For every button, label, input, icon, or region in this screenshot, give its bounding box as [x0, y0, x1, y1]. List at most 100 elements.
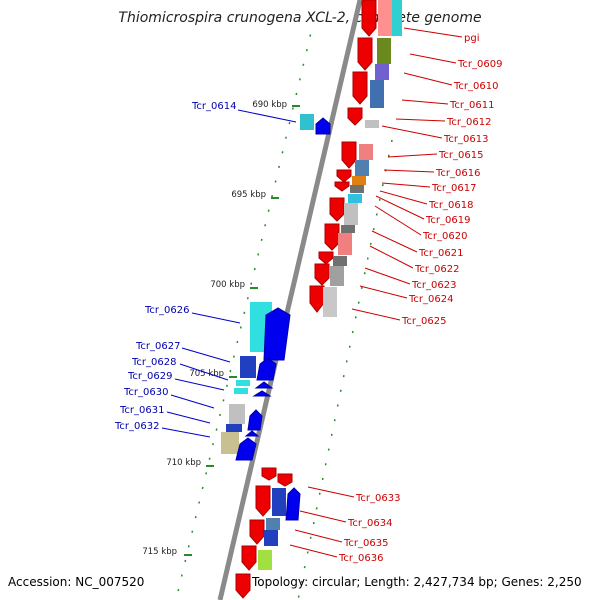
gene-arrow-tcr0610[interactable]: [352, 71, 368, 105]
cog-box-tcr0632: [221, 432, 239, 454]
cog-box-tcr0636: [258, 550, 272, 570]
gene-label-tcr0609[interactable]: Tcr_0609: [457, 59, 502, 70]
cog-box-tcr0623: [333, 256, 347, 266]
gene-arrow-tcr0617[interactable]: [334, 181, 350, 192]
cog-box-tcr0618: [350, 185, 364, 193]
left-gene-labels: Tcr_0614 Tcr_0626 Tcr_0627 Tcr_0628 Tcr_…: [114, 101, 236, 432]
gene-arrow-tcr0609[interactable]: [357, 37, 373, 71]
gene-label-tcr0625[interactable]: Tcr_0625: [401, 316, 446, 327]
scale-label-690: 690 kbp: [252, 100, 287, 110]
gene-arrow-tcr0620[interactable]: [324, 223, 340, 251]
cog-box-tcr0615: [359, 144, 373, 160]
cog-box-tcr0627: [240, 356, 256, 378]
cog-box-tcr0630: [229, 404, 245, 424]
gene-arrow-tcr0627[interactable]: [256, 357, 277, 381]
cog-box-pgi-2: [392, 0, 402, 36]
scale-label-700: 700 kbp: [210, 280, 245, 290]
gene-label-tcr0626[interactable]: Tcr_0626: [144, 305, 189, 316]
gene-arrow-tcr0631[interactable]: [244, 430, 260, 437]
gene-label-tcr0611[interactable]: Tcr_0611: [449, 100, 494, 111]
gene-label-tcr0629[interactable]: Tcr_0629: [127, 371, 172, 382]
gene-label-tcr0614[interactable]: Tcr_0614: [191, 101, 236, 112]
gene-label-tcr0620[interactable]: Tcr_0620: [422, 231, 467, 242]
cog-box-tcr0631: [226, 424, 242, 432]
gene-arrow-tcr0629[interactable]: [252, 390, 272, 397]
cog-box-tcr0614: [300, 114, 314, 130]
gene-label-pgi[interactable]: pgi: [464, 33, 479, 44]
gene-arrow-tcr0616[interactable]: [336, 169, 352, 183]
cog-box-tcr0613: [365, 120, 379, 128]
gene-arrow-tcr0626[interactable]: [263, 307, 291, 361]
cog-box-tcr0620: [344, 203, 358, 225]
gene-arrow-tcr0624[interactable]: [309, 285, 325, 313]
gene-arrow-tcr0623[interactable]: [314, 263, 330, 286]
outer-guide-right: [297, 139, 393, 600]
right-gene-labels: pgi Tcr_0609 Tcr_0610 Tcr_0611 Tcr_0612 …: [338, 33, 502, 564]
gene-label-tcr0624[interactable]: Tcr_0624: [408, 294, 453, 305]
gene-label-tcr0636[interactable]: Tcr_0636: [338, 553, 383, 564]
gene-arrow-tcr0632[interactable]: [235, 437, 257, 461]
cog-box-tcr0625: [323, 287, 337, 317]
gene-label-tcr0633[interactable]: Tcr_0633: [355, 493, 400, 504]
cog-box-tcr0622: [338, 233, 352, 255]
gene-arrow-tcr0614[interactable]: [315, 117, 331, 135]
gene-label-tcr0616[interactable]: Tcr_0616: [435, 168, 480, 179]
cog-box-tcr0610: [375, 64, 389, 80]
gene-label-tcr0619[interactable]: Tcr_0619: [425, 215, 470, 226]
gene-label-tcr0621[interactable]: Tcr_0621: [418, 248, 463, 259]
gene-arrow-tcr0630[interactable]: [247, 409, 263, 431]
cog-box-tcr0628: [236, 380, 250, 386]
gene-label-tcr0628[interactable]: Tcr_0628: [131, 357, 176, 368]
cog-box-tcr0635-b: [264, 530, 278, 546]
gene-label-tcr0613[interactable]: Tcr_0613: [443, 134, 488, 145]
gene-label-tcr0617[interactable]: Tcr_0617: [431, 183, 476, 194]
gene-arrow-tcr0633a[interactable]: [261, 467, 277, 481]
gene-label-tcr0618[interactable]: Tcr_0618: [428, 200, 473, 211]
cog-box-tcr0621: [341, 225, 355, 233]
scale-label-705: 705 kbp: [189, 369, 224, 379]
accession-text: Accession: NC_007520: [8, 575, 145, 589]
gene-arrow-tcr0615[interactable]: [341, 141, 357, 169]
gene-label-tcr0610[interactable]: Tcr_0610: [453, 81, 498, 92]
outer-guide-left: [175, 19, 315, 600]
cog-box-tcr0635: [266, 518, 280, 530]
scale-label-695: 695 kbp: [231, 190, 266, 200]
cog-box-tcr0617: [352, 176, 366, 185]
gene-arrow-tcr0634a[interactable]: [255, 485, 271, 517]
gene-arrow-tcr0634b[interactable]: [285, 487, 301, 521]
cog-box-tcr0629: [234, 388, 248, 394]
right-leader-lines: [289, 27, 463, 558]
left-leader-lines: [161, 109, 297, 438]
cog-box-tcr0634: [272, 488, 286, 516]
gene-label-tcr0612[interactable]: Tcr_0612: [446, 117, 491, 128]
gene-arrow-tcr0636[interactable]: [241, 545, 257, 571]
gene-label-tcr0632[interactable]: Tcr_0632: [114, 421, 159, 432]
scale-label-710: 710 kbp: [166, 458, 201, 468]
gene-arrow-pgi[interactable]: [361, 0, 377, 37]
gene-arrow-tcr0633b[interactable]: [277, 473, 293, 487]
genome-backbone: [217, 0, 363, 600]
cog-box-tcr0616: [355, 160, 369, 176]
gene-arrow-tcr0635[interactable]: [249, 519, 265, 545]
gene-label-tcr0631[interactable]: Tcr_0631: [119, 405, 164, 416]
gene-arrow-tcr0612[interactable]: [347, 107, 363, 126]
genome-summary-text: Topology: circular; Length: 2,427,734 bp…: [252, 575, 582, 589]
gene-label-tcr0634[interactable]: Tcr_0634: [347, 518, 392, 529]
scale-label-715: 715 kbp: [142, 547, 177, 557]
gene-arrow-bottom[interactable]: [235, 573, 251, 599]
cog-box-pgi: [378, 0, 392, 36]
gene-label-tcr0622[interactable]: Tcr_0622: [414, 264, 459, 275]
gene-label-tcr0635[interactable]: Tcr_0635: [343, 538, 388, 549]
cog-box-tcr0619: [348, 194, 362, 203]
gene-arrow-tcr0622[interactable]: [318, 251, 334, 265]
cog-box-tcr0611: [370, 80, 384, 108]
gene-arrow-tcr0628[interactable]: [254, 381, 274, 389]
gene-label-tcr0615[interactable]: Tcr_0615: [438, 150, 483, 161]
gene-label-tcr0623[interactable]: Tcr_0623: [411, 280, 456, 291]
gene-label-tcr0627[interactable]: Tcr_0627: [135, 341, 180, 352]
cog-box-tcr0609: [377, 38, 391, 64]
gene-label-tcr0630[interactable]: Tcr_0630: [123, 387, 168, 398]
gene-arrow-tcr0619[interactable]: [329, 197, 345, 222]
